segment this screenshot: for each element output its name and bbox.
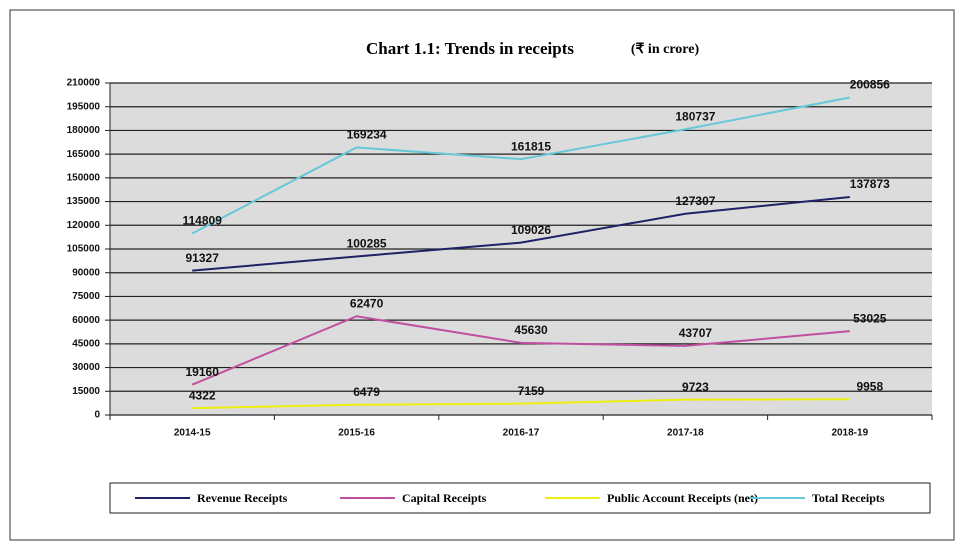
data-label: 161815 <box>511 139 551 153</box>
x-tick-label: 2015-16 <box>338 428 375 439</box>
data-label: 45630 <box>514 323 548 337</box>
y-tick-label: 120000 <box>67 220 101 231</box>
data-label: 62470 <box>350 296 384 310</box>
data-label: 169234 <box>347 128 387 142</box>
y-tick-label: 135000 <box>67 196 101 207</box>
series-line <box>192 398 850 410</box>
data-label: 53025 <box>853 311 887 325</box>
data-label: 4322 <box>189 388 216 402</box>
legend-label: Revenue Receipts <box>197 491 288 505</box>
legend-label: Total Receipts <box>812 491 885 505</box>
y-tick-label: 90000 <box>72 267 100 278</box>
y-tick-label: 180000 <box>67 125 101 136</box>
x-tick-label: 2014-15 <box>174 428 211 439</box>
data-label: 127307 <box>675 194 715 208</box>
data-label: 200856 <box>850 78 890 92</box>
x-tick-label: 2018-19 <box>831 428 868 439</box>
data-label: 137873 <box>850 177 890 191</box>
data-label: 91327 <box>186 251 220 265</box>
data-label: 109026 <box>511 223 551 237</box>
y-tick-label: 150000 <box>67 172 101 183</box>
data-label: 7159 <box>518 384 545 398</box>
data-label: 9958 <box>856 379 883 393</box>
y-tick-label: 165000 <box>67 149 101 160</box>
series-line <box>191 315 850 386</box>
data-label: 114809 <box>183 214 223 228</box>
chart-title: Chart 1.1: Trends in receipts <box>366 39 574 58</box>
legend-label: Capital Receipts <box>402 491 487 505</box>
y-tick-label: 60000 <box>72 315 100 326</box>
data-label: 6479 <box>353 385 380 399</box>
data-label: 100285 <box>347 237 387 251</box>
y-tick-label: 105000 <box>67 244 101 255</box>
chart-subtitle: (₹ in crore) <box>631 42 700 57</box>
series-line <box>192 196 850 272</box>
y-tick-label: 210000 <box>67 78 101 89</box>
y-tick-label: 45000 <box>72 338 100 349</box>
data-label: 9723 <box>682 380 709 394</box>
data-label: 19160 <box>186 365 220 379</box>
x-tick-label: 2016-17 <box>503 428 540 439</box>
y-tick-label: 75000 <box>72 291 100 302</box>
data-label: 180737 <box>675 109 715 123</box>
series-line <box>191 96 850 235</box>
y-tick-label: 0 <box>94 410 100 421</box>
data-label: 43707 <box>679 326 713 340</box>
y-tick-label: 30000 <box>72 362 100 373</box>
legend-label: Public Account Receipts (net) <box>607 491 758 505</box>
x-tick-label: 2017-18 <box>667 428 704 439</box>
y-tick-label: 15000 <box>72 386 100 397</box>
y-tick-label: 195000 <box>67 101 101 112</box>
